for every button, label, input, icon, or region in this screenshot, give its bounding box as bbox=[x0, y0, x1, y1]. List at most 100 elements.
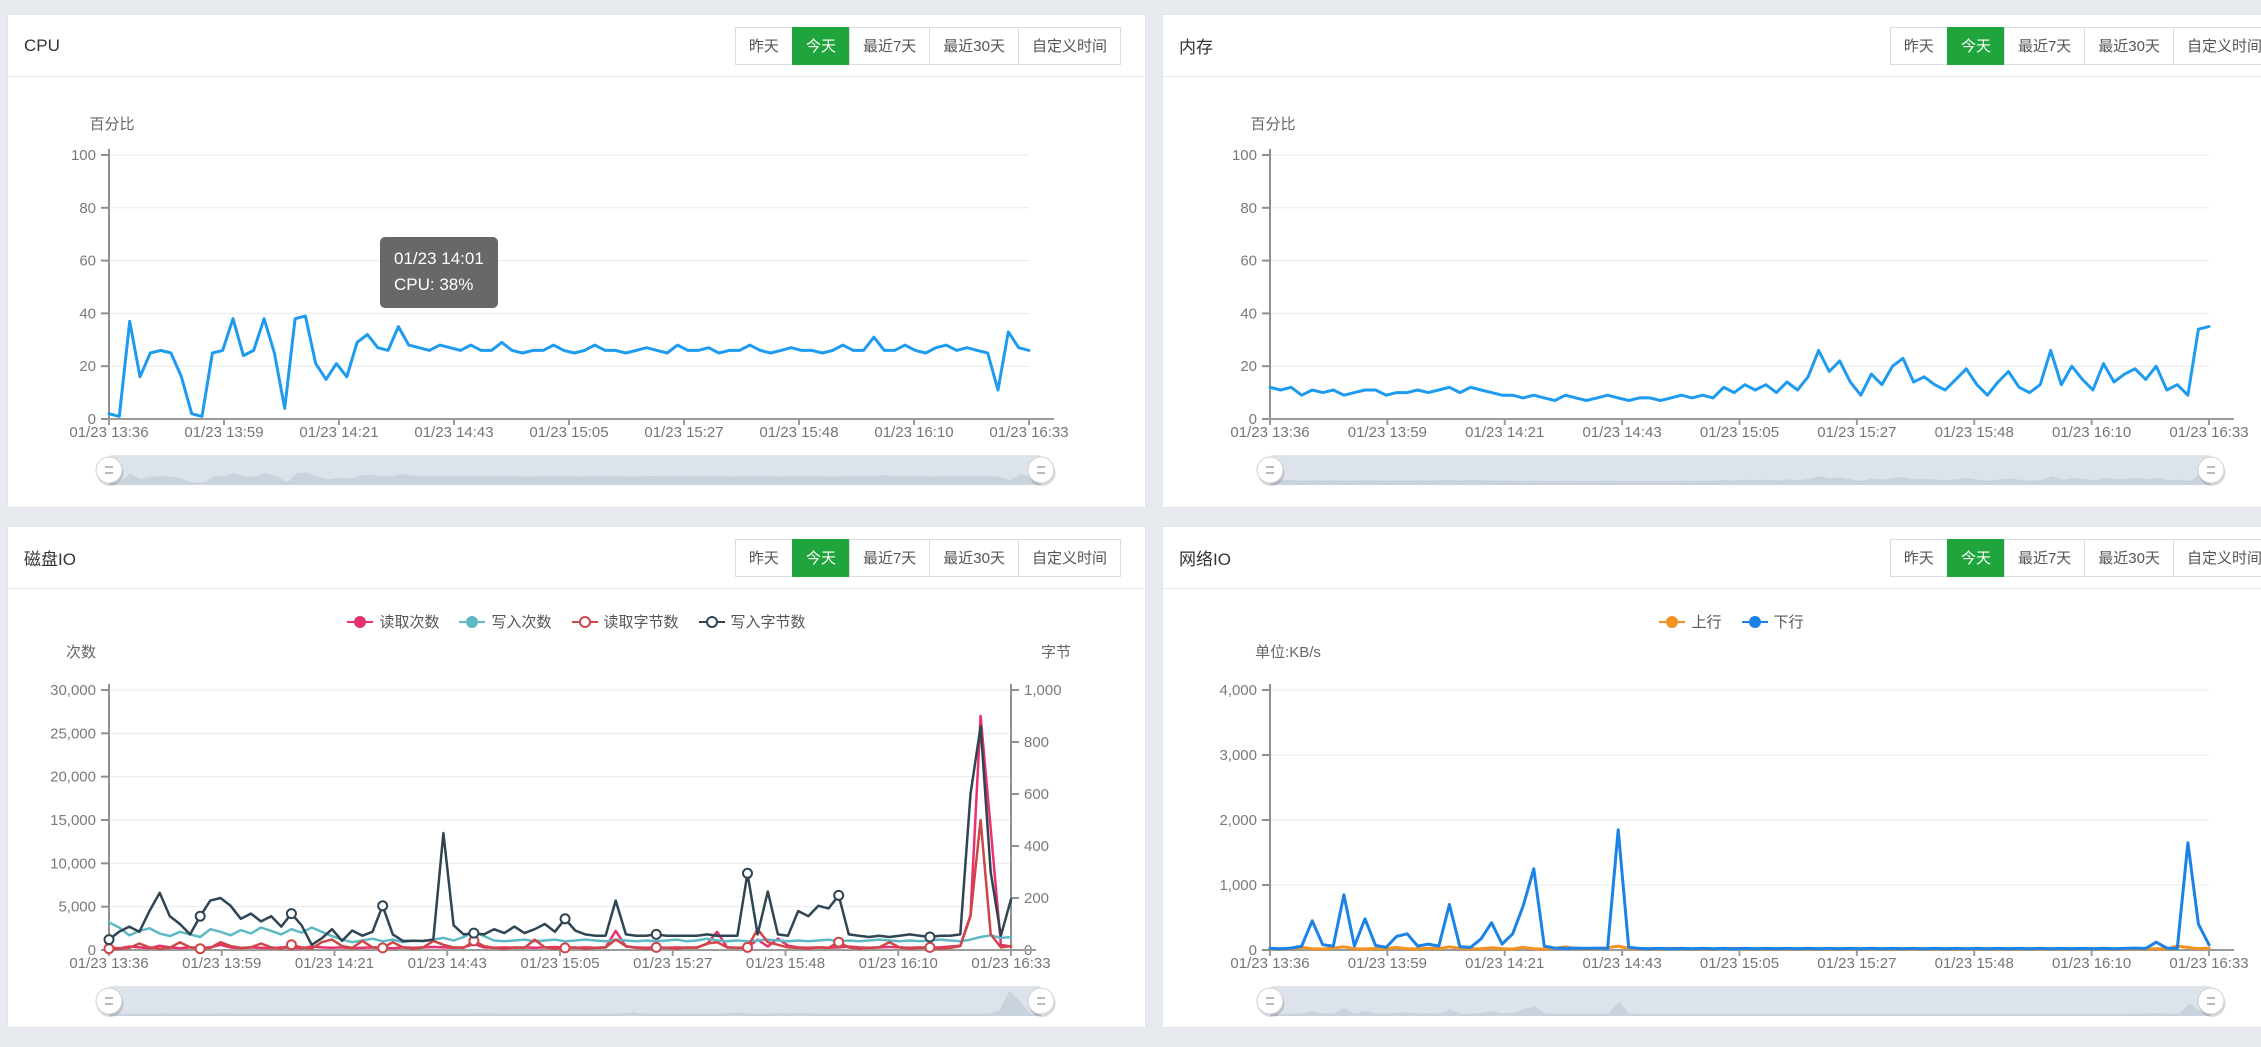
svg-text:200: 200 bbox=[1024, 890, 1049, 907]
cpu-btn-yesterday[interactable]: 昨天 bbox=[734, 26, 793, 65]
svg-text:01/23 13:36: 01/23 13:36 bbox=[1230, 955, 1309, 972]
svg-text:30,000: 30,000 bbox=[50, 682, 96, 699]
svg-text:百分比: 百分比 bbox=[89, 116, 134, 133]
svg-text:01/23 14:43: 01/23 14:43 bbox=[414, 424, 493, 441]
datazoom-slider[interactable] bbox=[109, 455, 1041, 485]
write-count-legend-marker-icon bbox=[459, 615, 486, 628]
svg-text:01/23 15:48: 01/23 15:48 bbox=[1935, 424, 2014, 441]
memory-chart[interactable]: 100 80 60 40 20 0 百分比 01/23 13:36 01/23 13:59 01/… bbox=[1163, 77, 2261, 509]
disk-btn-today[interactable]: 今天 bbox=[791, 538, 850, 577]
svg-text:单位:KB/s: 单位:KB/s bbox=[1255, 644, 1321, 661]
net-btn-last-7-days[interactable]: 最近7天 bbox=[2003, 538, 2086, 577]
memory-btn-today[interactable]: 今天 bbox=[1946, 26, 2005, 65]
net-btn-yesterday[interactable]: 昨天 bbox=[1889, 538, 1948, 577]
net-btn-custom-range[interactable]: 自定义时间 bbox=[2172, 538, 2261, 577]
svg-text:01/23 16:10: 01/23 16:10 bbox=[2052, 424, 2131, 441]
svg-text:百分比: 百分比 bbox=[1250, 116, 1295, 133]
svg-text:01/23 15:05: 01/23 15:05 bbox=[1700, 424, 1779, 441]
svg-text:01/23 15:27: 01/23 15:27 bbox=[633, 955, 712, 972]
svg-text:01/23 15:27: 01/23 15:27 bbox=[1817, 424, 1896, 441]
svg-text:1,000: 1,000 bbox=[1024, 682, 1062, 699]
svg-text:0: 0 bbox=[88, 942, 96, 959]
svg-text:01/23 15:27: 01/23 15:27 bbox=[644, 424, 723, 441]
datazoom-handle-right[interactable] bbox=[1027, 987, 1056, 1017]
svg-text:01/23 13:36: 01/23 13:36 bbox=[1230, 424, 1309, 441]
memory-time-range-group: 昨天 今天 最近7天 最近30天 自定义时间 bbox=[1889, 26, 2261, 65]
panel-title-memory: 内存 bbox=[1179, 38, 1213, 57]
datazoom-handle-right[interactable] bbox=[1027, 456, 1056, 486]
svg-text:01/23 13:59: 01/23 13:59 bbox=[182, 955, 261, 972]
svg-text:01/23 15:27: 01/23 15:27 bbox=[1817, 955, 1896, 972]
svg-text:80: 80 bbox=[79, 200, 96, 217]
svg-text:20: 20 bbox=[79, 358, 96, 375]
panel-title-cpu: CPU bbox=[24, 35, 60, 55]
svg-text:01/23 14:43: 01/23 14:43 bbox=[1583, 955, 1662, 972]
network-io-panel: 网络IO 昨天 今天 最近7天 最近30天 自定义时间 上行 下行 4,000 3,… bbox=[1162, 526, 2261, 1028]
disk-btn-custom-range[interactable]: 自定义时间 bbox=[1017, 538, 1121, 577]
network-io-chart[interactable]: 4,000 3,000 2,000 1,000 0 单位:KB/s 01/23 13:36 0… bbox=[1163, 589, 2261, 1029]
downlink-legend-marker-icon bbox=[1741, 615, 1768, 628]
svg-text:40: 40 bbox=[1240, 305, 1257, 322]
datazoom-handle-left[interactable] bbox=[1256, 456, 1285, 486]
svg-text:2,000: 2,000 bbox=[1219, 812, 1257, 829]
svg-text:25,000: 25,000 bbox=[50, 725, 96, 742]
svg-text:01/23 14:43: 01/23 14:43 bbox=[1583, 424, 1662, 441]
datazoom-slider[interactable] bbox=[1270, 986, 2211, 1016]
svg-text:100: 100 bbox=[71, 147, 96, 164]
disk-io-chart[interactable]: 30,000 25,000 20,000 15,000 10,000 5,000 0 1,00… bbox=[8, 589, 1147, 1029]
cpu-btn-last-30-days[interactable]: 最近30天 bbox=[929, 26, 1019, 65]
datazoom-slider[interactable] bbox=[109, 986, 1041, 1016]
panel-title-network-io: 网络IO bbox=[1179, 550, 1231, 569]
svg-text:01/23 15:05: 01/23 15:05 bbox=[520, 955, 599, 972]
disk-btn-last-30-days[interactable]: 最近30天 bbox=[929, 538, 1019, 577]
memory-btn-last-7-days[interactable]: 最近7天 bbox=[2003, 26, 2086, 65]
svg-text:10,000: 10,000 bbox=[50, 855, 96, 872]
legend-label: 读取字节数 bbox=[603, 614, 679, 631]
datazoom-handle-left[interactable] bbox=[95, 456, 124, 486]
legend-item-write-bytes[interactable]: 写入字节数 bbox=[698, 611, 806, 632]
memory-btn-yesterday[interactable]: 昨天 bbox=[1889, 26, 1948, 65]
panel-title-disk-io: 磁盘IO bbox=[24, 550, 76, 569]
disk-btn-last-7-days[interactable]: 最近7天 bbox=[848, 538, 931, 577]
svg-text:0: 0 bbox=[1249, 942, 1257, 959]
cpu-btn-custom-range[interactable]: 自定义时间 bbox=[1017, 26, 1121, 65]
cpu-chart[interactable]: 100 80 60 40 20 0 百分比 01/23 13:36 01/23 13:59 01/… bbox=[8, 77, 1147, 509]
net-btn-last-30-days[interactable]: 最近30天 bbox=[2084, 538, 2174, 577]
svg-text:01/23 16:10: 01/23 16:10 bbox=[859, 955, 938, 972]
svg-text:01/23 16:10: 01/23 16:10 bbox=[2052, 955, 2131, 972]
legend-item-uplink[interactable]: 上行 bbox=[1659, 611, 1722, 632]
cpu-btn-last-7-days[interactable]: 最近7天 bbox=[848, 26, 931, 65]
legend-label: 上行 bbox=[1691, 614, 1722, 631]
datazoom-handle-left[interactable] bbox=[95, 987, 124, 1017]
svg-text:01/23 13:59: 01/23 13:59 bbox=[1348, 955, 1427, 972]
datazoom-slider[interactable] bbox=[1270, 455, 2211, 485]
net-btn-today[interactable]: 今天 bbox=[1946, 538, 2005, 577]
disk-btn-yesterday[interactable]: 昨天 bbox=[734, 538, 793, 577]
cpu-time-range-group: 昨天 今天 最近7天 最近30天 自定义时间 bbox=[734, 26, 1121, 65]
svg-text:01/23 13:36: 01/23 13:36 bbox=[69, 955, 148, 972]
svg-text:80: 80 bbox=[1240, 200, 1257, 217]
network-io-legend: 上行 下行 bbox=[1163, 611, 2261, 632]
legend-label: 读取次数 bbox=[379, 614, 440, 631]
svg-text:01/23 15:05: 01/23 15:05 bbox=[1700, 955, 1779, 972]
memory-btn-last-30-days[interactable]: 最近30天 bbox=[2084, 26, 2174, 65]
memory-btn-custom-range[interactable]: 自定义时间 bbox=[2172, 26, 2261, 65]
svg-text:20,000: 20,000 bbox=[50, 769, 96, 786]
datazoom-handle-right[interactable] bbox=[2197, 987, 2226, 1017]
legend-item-read-count[interactable]: 读取次数 bbox=[347, 611, 439, 632]
svg-text:40: 40 bbox=[79, 305, 96, 322]
legend-item-read-bytes[interactable]: 读取字节数 bbox=[571, 611, 679, 632]
legend-item-write-count[interactable]: 写入次数 bbox=[459, 611, 552, 632]
svg-text:01/23 16:33: 01/23 16:33 bbox=[2169, 424, 2248, 441]
legend-item-downlink[interactable]: 下行 bbox=[1741, 611, 1804, 632]
cpu-panel-header: CPU 昨天 今天 最近7天 最近30天 自定义时间 bbox=[8, 15, 1145, 77]
svg-text:100: 100 bbox=[1232, 147, 1257, 164]
datazoom-handle-left[interactable] bbox=[1256, 987, 1285, 1017]
svg-text:01/23 15:48: 01/23 15:48 bbox=[746, 955, 825, 972]
datazoom-handle-right[interactable] bbox=[2197, 456, 2226, 486]
svg-text:3,000: 3,000 bbox=[1219, 747, 1257, 764]
cpu-btn-today[interactable]: 今天 bbox=[791, 26, 850, 65]
uplink-legend-marker-icon bbox=[1659, 615, 1686, 628]
svg-text:800: 800 bbox=[1024, 734, 1049, 751]
